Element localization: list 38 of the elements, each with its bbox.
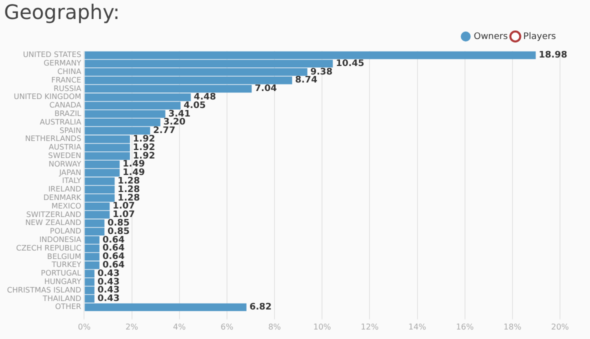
x-tick-label: 8%	[268, 322, 282, 332]
data-label: 1.92	[132, 151, 156, 162]
x-tick-label: 10%	[313, 322, 332, 332]
x-tick-label: 6%	[220, 322, 234, 332]
legend-label: Owners	[474, 32, 508, 42]
data-label: 3.20	[163, 118, 186, 128]
x-tick-label: 0%	[78, 322, 91, 332]
data-label: 8.74	[295, 76, 318, 86]
data-label: 9.38	[310, 67, 333, 78]
data-label: 0.43	[97, 277, 120, 288]
chart-title: Geography:	[4, 0, 120, 24]
data-label: 6.82	[249, 302, 272, 313]
data-label: 1.28	[118, 184, 140, 195]
data-label: 4.48	[194, 92, 216, 103]
data-label: 7.04	[254, 84, 277, 94]
data-label: 4.05	[184, 100, 206, 111]
data-label: 1.28	[118, 193, 140, 204]
data-label: 10.45	[336, 58, 364, 69]
data-label: 1.07	[112, 210, 135, 220]
x-tick-label: 4%	[173, 322, 186, 332]
data-label: 1.07	[112, 202, 135, 212]
data-label: 1.49	[122, 160, 145, 170]
x-tick-label: 14%	[408, 322, 427, 332]
data-label: 0.64	[102, 235, 125, 246]
data-label: 0.85	[107, 218, 130, 229]
data-label: 0.43	[97, 268, 120, 279]
data-label: 0.43	[97, 294, 120, 304]
data-label: 2.77	[153, 126, 176, 136]
x-tick-label: 18%	[504, 322, 522, 332]
data-label: 3.41	[168, 109, 191, 120]
data-label: 0.85	[107, 226, 130, 237]
legend-label: Players	[523, 32, 556, 42]
x-tick-label: 12%	[360, 322, 379, 332]
data-label: 18.98	[538, 50, 568, 61]
data-label: 1.92	[132, 142, 156, 153]
x-tick-label: 2%	[125, 322, 139, 332]
x-tick-label: 20%	[551, 322, 570, 332]
x-tick-label: 16%	[456, 322, 474, 332]
